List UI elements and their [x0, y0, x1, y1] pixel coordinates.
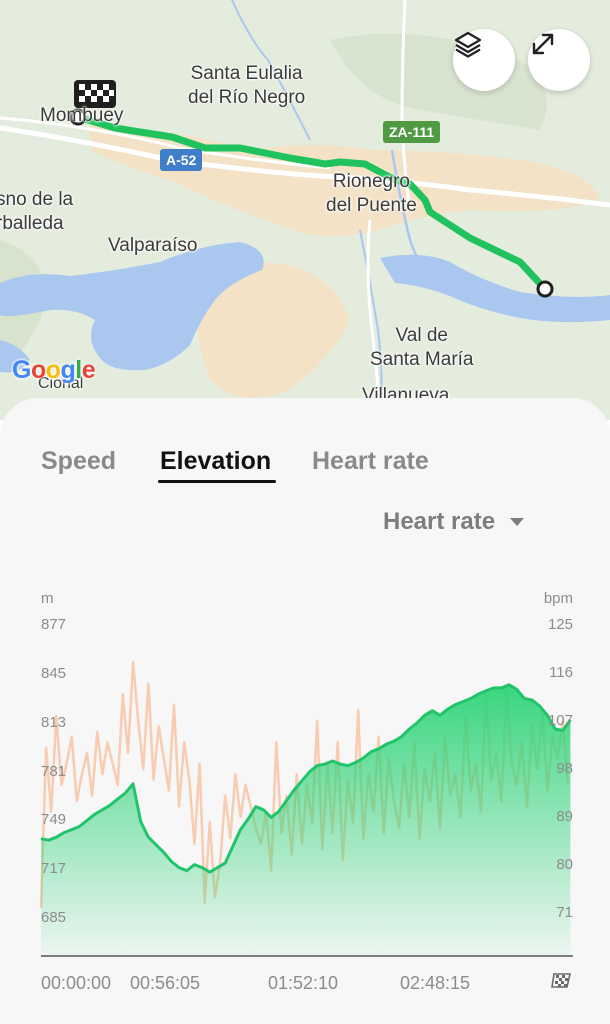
left-axis-tick: 749	[41, 811, 67, 829]
map-label-santa-eulalia: Santa Eulalia del Río Negro	[188, 63, 306, 108]
start-flag-icon	[72, 80, 118, 112]
overlay-series-value: Heart rate	[383, 508, 496, 535]
overlay-series-dropdown[interactable]: Heart rate	[383, 508, 525, 536]
elevation-chart[interactable]	[0, 398, 610, 1024]
active-tab-indicator	[158, 480, 276, 483]
left-axis-tick: 717	[41, 860, 67, 878]
route-map[interactable]: Santa Eulalia del Río Negro Mombuey sno …	[0, 0, 610, 420]
left-axis-tick: 781	[41, 762, 67, 780]
right-axis-tick: 98	[556, 759, 573, 777]
map-expand-button[interactable]	[528, 29, 590, 91]
map-label-cional: Cional	[38, 375, 84, 392]
left-axis-tick: 845	[41, 665, 67, 683]
right-axis-tick: 107	[547, 711, 573, 729]
map-label-fresno: sno de la rballeda	[0, 189, 74, 234]
road-shield-a52: A-52	[160, 149, 203, 171]
right-axis-unit: bpm	[543, 590, 573, 607]
elevation-series-area	[41, 684, 571, 956]
layers-icon	[454, 31, 482, 58]
x-tick-3: 02:48:15	[400, 973, 471, 993]
left-axis-tick: 813	[41, 713, 67, 731]
left-axis-tick: 877	[41, 616, 67, 634]
tab-speed[interactable]: Speed	[41, 447, 117, 475]
right-axis-tick: 89	[556, 808, 573, 826]
right-axis-tick: 116	[549, 663, 573, 681]
map-label-rionegro: Rionegro del Puente	[326, 171, 417, 216]
map-layers-button[interactable]	[453, 29, 515, 91]
chart-sheet: Speed Elevation Heart rate Heart rate m …	[0, 398, 610, 1024]
x-tick-0: 00:00:00	[41, 973, 112, 993]
google-logo: Google	[12, 356, 96, 384]
left-axis-tick: 685	[41, 908, 67, 926]
x-tick-1: 00:56:05	[130, 973, 201, 993]
expand-icon	[532, 33, 554, 55]
road-shield-za111: ZA-111	[383, 121, 441, 143]
left-axis-unit: m	[41, 590, 54, 607]
elevation-series-line	[40, 683, 572, 874]
triangle-down-icon	[510, 518, 525, 526]
right-axis-tick: 125	[547, 615, 573, 633]
map-label-mombuey: Mombuey	[40, 105, 124, 126]
right-axis-tick: 71	[556, 904, 573, 922]
map-label-valparaiso: Valparaíso	[108, 235, 198, 256]
tab-heart-rate[interactable]: Heart rate	[312, 447, 429, 475]
x-tick-2: 01:52:10	[268, 973, 339, 993]
checkered-flag-icon	[551, 972, 573, 995]
map-label-val-santa-maria: Val de Santa María	[370, 325, 474, 370]
tab-elevation[interactable]: Elevation	[160, 447, 272, 475]
right-axis-tick: 80	[556, 856, 573, 874]
